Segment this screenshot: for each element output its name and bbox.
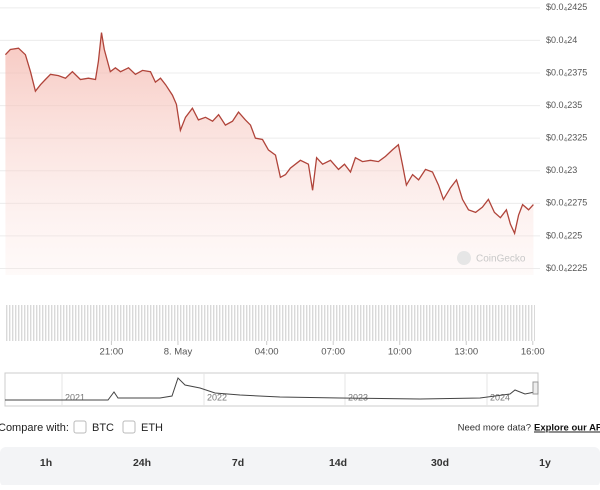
checkbox[interactable] [122, 420, 136, 434]
compare-option[interactable]: BTC [92, 422, 114, 434]
y-tick-label: $0.0₄24 [546, 35, 577, 45]
api-link[interactable]: Explore our API [534, 423, 600, 434]
x-tick-label: 10:00 [388, 347, 412, 358]
tab-bar [0, 447, 600, 487]
price-line [4, 32, 534, 236]
y-tick-label: $0.0₄2425 [546, 2, 587, 12]
y-tick-label: $0.0₄23 [546, 165, 577, 175]
watermark-text: CoinGecko [476, 254, 526, 265]
range-tab[interactable]: 30d [431, 457, 449, 469]
y-tick-label: $0.0₄2325 [546, 133, 587, 143]
price-area [5, 32, 534, 275]
range-tab[interactable]: 1y [539, 457, 551, 469]
x-tick-label: 13:00 [454, 347, 478, 358]
range-tab[interactable]: 7d [232, 457, 244, 469]
compare-option[interactable]: ETH [141, 422, 163, 434]
range-tab[interactable]: 1h [40, 457, 52, 469]
navigator-year: 2023 [348, 392, 368, 402]
watermark: CoinGecko [457, 251, 526, 265]
navigator-line [5, 377, 536, 401]
navigator-year: 2021 [65, 392, 85, 402]
x-tick-label: 07:00 [321, 347, 345, 358]
compare-label: Compare with: [0, 422, 69, 434]
y-tick-label: $0.0₄2375 [546, 67, 587, 77]
checkbox[interactable] [73, 420, 87, 434]
volume-bars [5, 305, 535, 341]
x-tick-label: 21:00 [100, 347, 124, 358]
range-tab[interactable]: 14d [329, 457, 347, 469]
y-tick-label: $0.0₄235 [546, 100, 582, 110]
more-data-note: Need more data? [458, 423, 531, 434]
x-tick-label: 04:00 [255, 347, 279, 358]
y-tick-label: $0.0₄2225 [546, 263, 587, 273]
navigator-year: 2024 [490, 392, 510, 402]
navigator-year: 2022 [207, 392, 227, 402]
x-tick-label: 8. May [164, 347, 193, 358]
y-tick-label: $0.0₄225 [546, 230, 582, 240]
y-tick-label: $0.0₄2275 [546, 198, 587, 208]
x-tick-label: 16:00 [521, 347, 545, 358]
range-tab[interactable]: 24h [133, 457, 151, 469]
navigator-handle[interactable] [532, 381, 539, 395]
